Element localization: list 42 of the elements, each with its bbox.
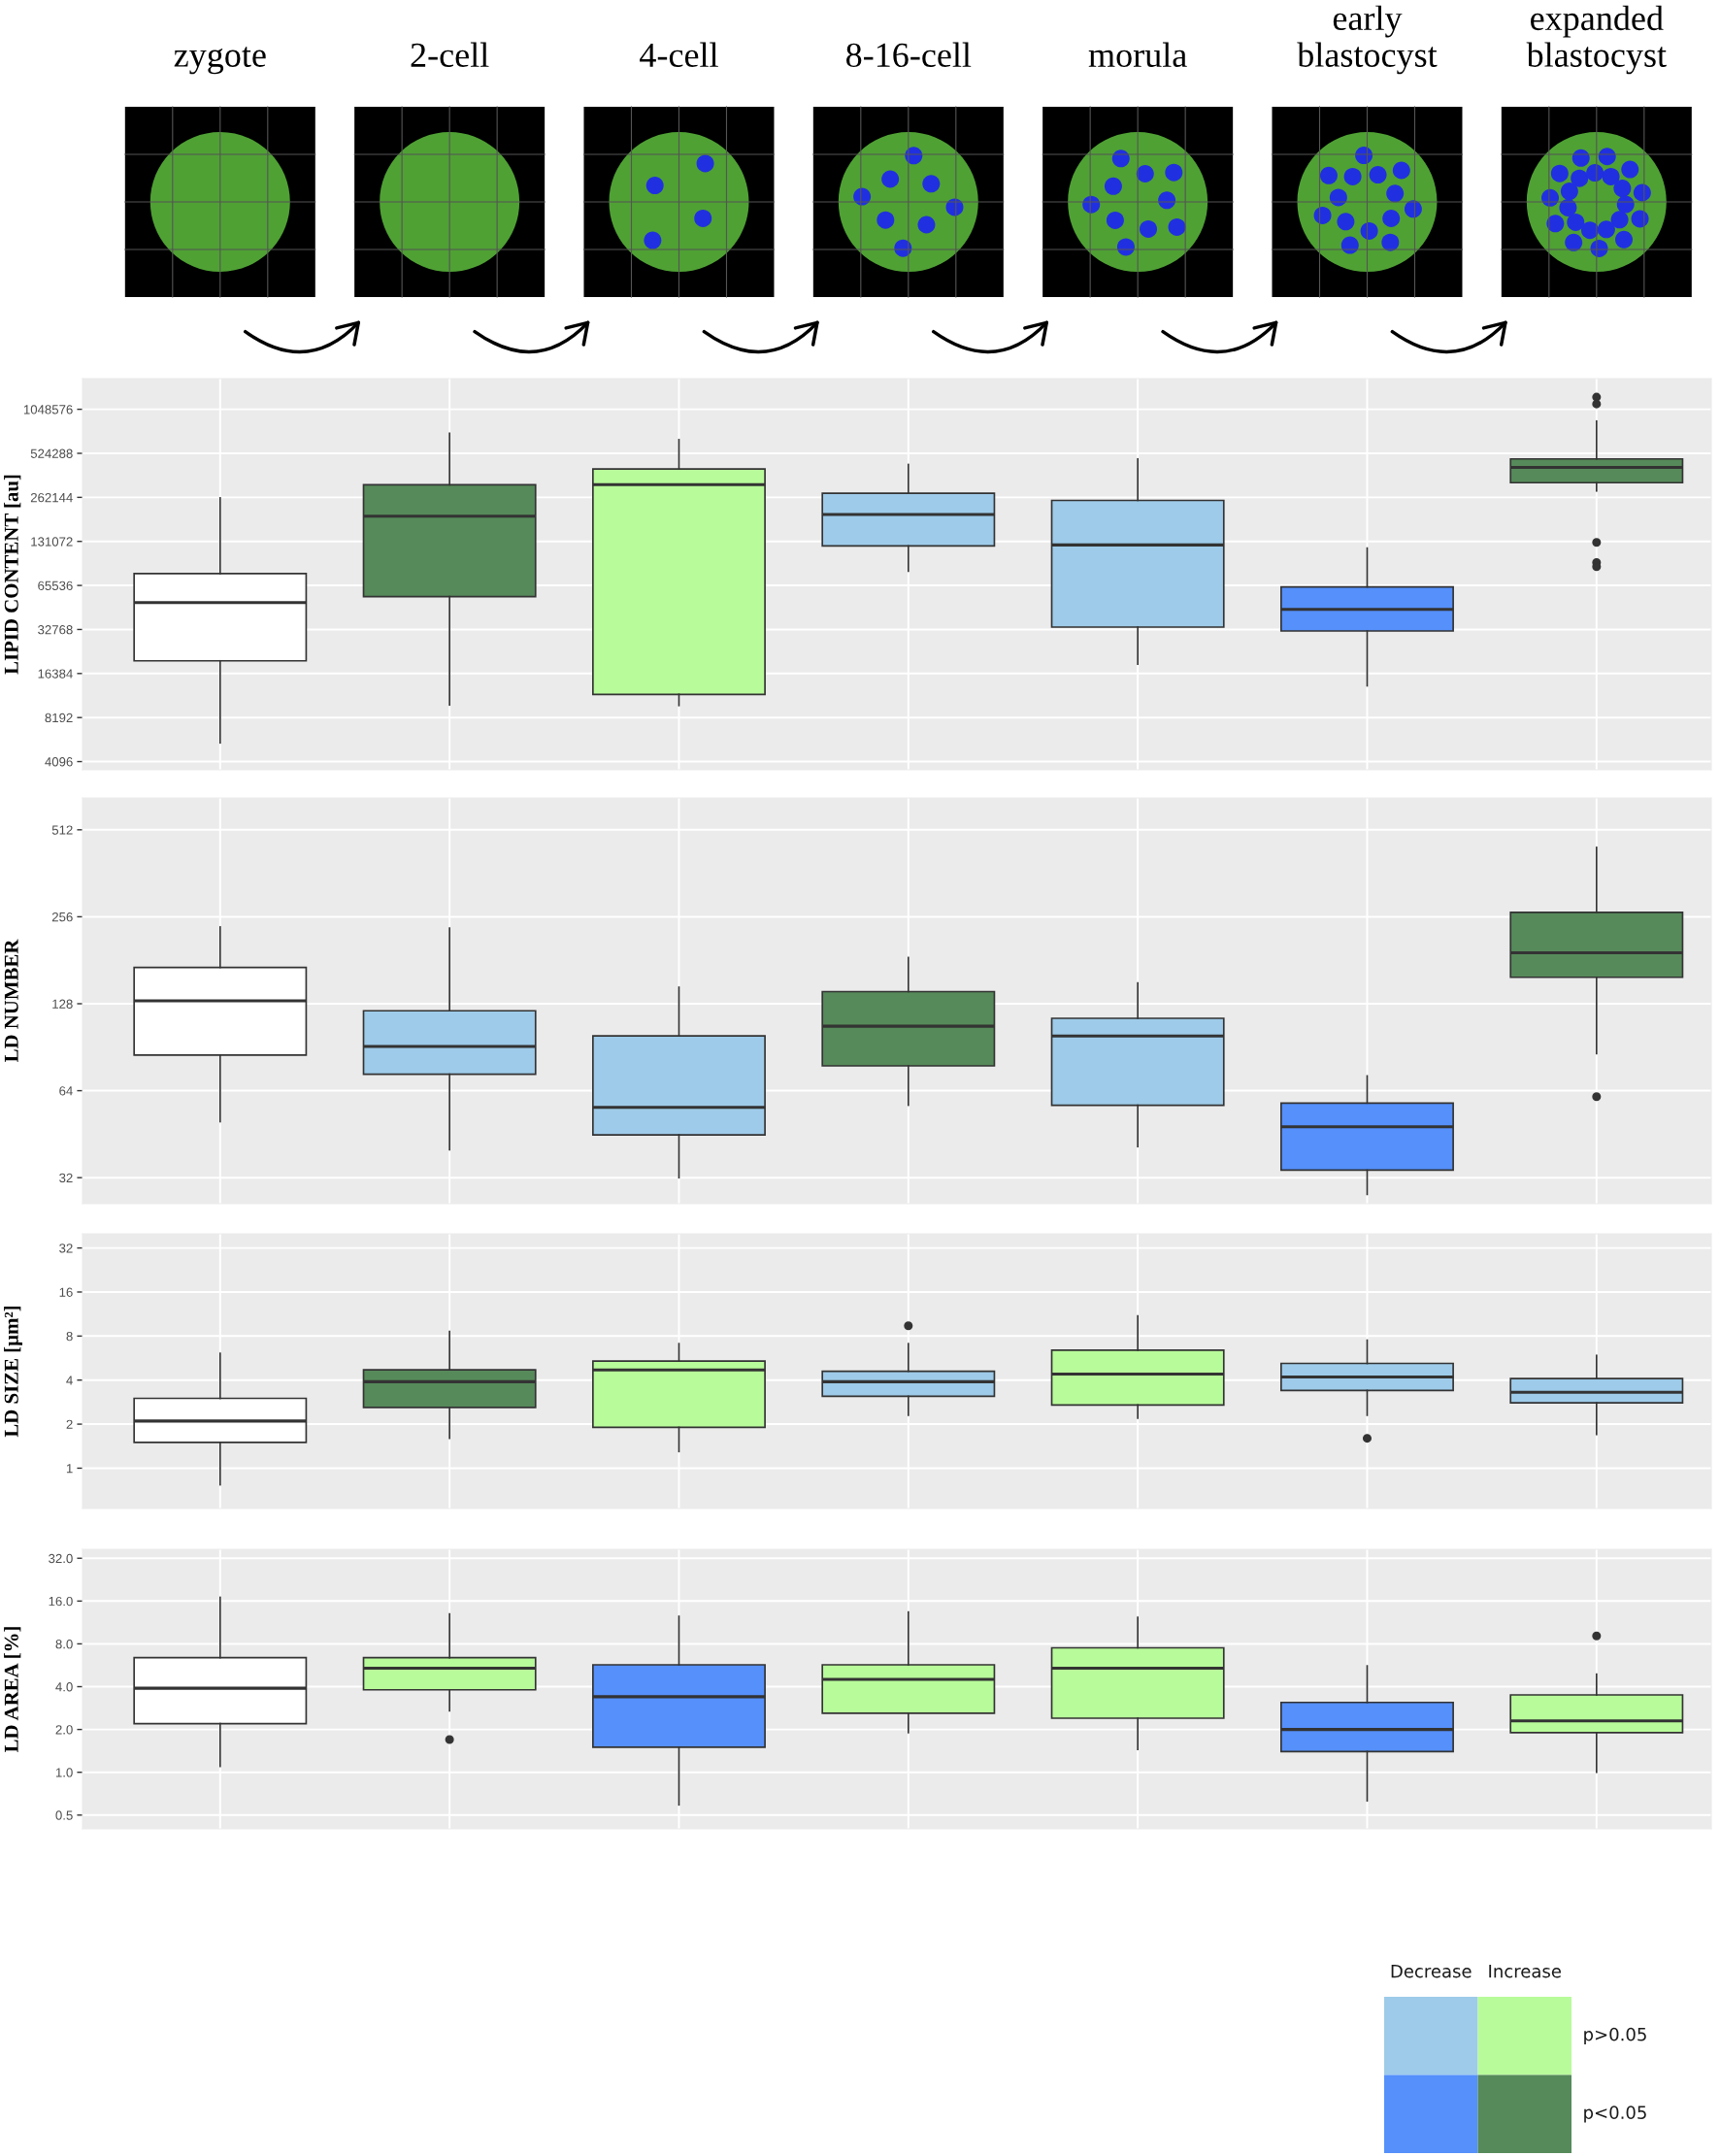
y-tick-label: 64 (59, 1086, 73, 1096)
y-tick-label: 512 (51, 825, 73, 835)
y-tick-label: 65536 (38, 580, 73, 590)
y-tick-label: 4 (66, 1376, 73, 1385)
y-tick-label: 262144 (30, 492, 73, 503)
y-tick-label: 4096 (45, 757, 73, 767)
y-axis-title: LD AREA [%] (4, 1627, 21, 1753)
y-tick-label: 2 (66, 1419, 73, 1429)
y-axis-title: LD SIZE [µm²] (4, 1306, 22, 1438)
y-tick-label: 16384 (38, 669, 73, 679)
y-tick-label: 131072 (31, 537, 73, 547)
y-tick-label: 32 (59, 1244, 73, 1253)
y-axis-title: LD NUMBER (4, 939, 18, 1063)
y-tick-label: 128 (52, 999, 73, 1009)
category-label: morula (1088, 42, 1187, 68)
category-label: p>0.05 (1584, 2027, 1646, 2044)
y-tick-label: 524288 (30, 448, 73, 458)
category-label: 2-cell (411, 42, 489, 68)
y-tick-label: 4.0 (55, 1682, 73, 1692)
y-tick-label: 1048576 (23, 405, 73, 415)
category-label: 8-16-cell (846, 42, 972, 68)
y-tick-label: 2.0 (55, 1725, 73, 1735)
category-label: 4-cell (640, 42, 718, 68)
y-tick-label: 1.0 (55, 1768, 73, 1777)
y-tick-label: 32.0 (49, 1553, 73, 1564)
y-tick-label: 1 (66, 1464, 73, 1474)
category-label: p<0.05 (1584, 2106, 1646, 2123)
y-tick-label: 8192 (45, 713, 73, 723)
y-tick-label: 32768 (38, 625, 73, 635)
y-tick-label: 16.0 (49, 1596, 73, 1607)
category-label: early blastocyst (1297, 5, 1438, 75)
y-tick-label: 256 (51, 912, 73, 922)
y-axis-title: LIPID CONTENT [au] (4, 475, 21, 675)
y-tick-label: 8.0 (55, 1639, 73, 1649)
category-label: zygote (174, 47, 266, 75)
category-label: expanded blastocyst (1526, 5, 1667, 75)
y-tick-label: 0.5 (55, 1810, 73, 1820)
category-label: Decrease (1391, 1964, 1472, 1978)
y-tick-label: 32 (59, 1173, 73, 1183)
y-tick-label: 8 (66, 1331, 73, 1342)
y-tick-label: 16 (59, 1287, 73, 1297)
category-label: Increase (1489, 1964, 1561, 1978)
